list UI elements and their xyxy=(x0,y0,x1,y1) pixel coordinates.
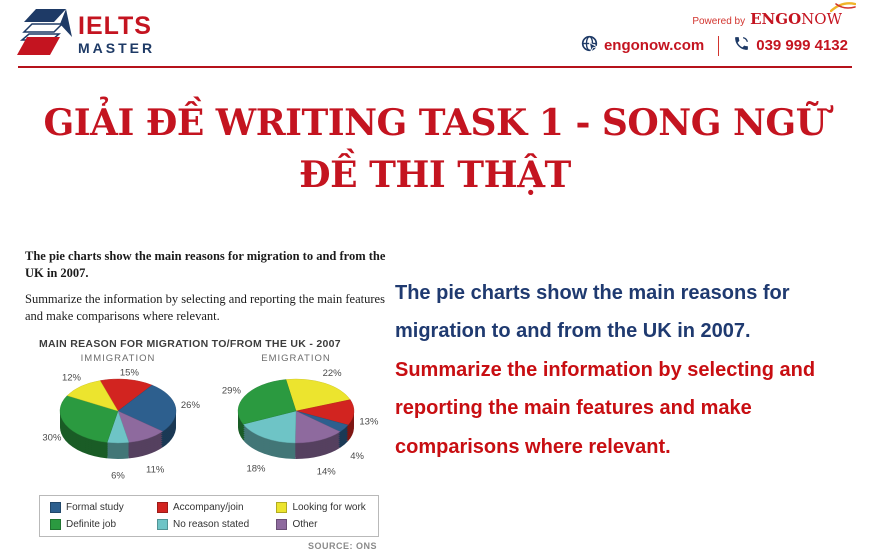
svg-text:30%: 30% xyxy=(42,432,62,443)
swoosh-icon xyxy=(829,1,857,19)
svg-text:6%: 6% xyxy=(111,470,125,481)
legend-item: Looking for work xyxy=(276,501,372,513)
logo-text: IELTS MASTER xyxy=(78,12,156,56)
contact-row: engonow.com 039 999 4132 xyxy=(581,35,848,56)
legend-swatch xyxy=(276,518,288,530)
svg-text:29%: 29% xyxy=(222,385,242,396)
svg-text:14%: 14% xyxy=(317,466,337,477)
legend-item: Formal study xyxy=(50,501,157,513)
page-title-line1: GIẢI ĐỀ WRITING TASK 1 - SONG NGỮ xyxy=(43,102,827,144)
translation-panel: The pie charts show the main reasons for… xyxy=(395,274,860,466)
pie-charts-row: IMMIGRATION 15% 26% 11% 6% 30% 12% EMIGRATION 22… xyxy=(29,353,387,494)
pie-svg: 22% 13% 4% 14% 18% 29% xyxy=(222,368,379,478)
website-text: engonow.com xyxy=(603,37,705,54)
exam-prompt-regular: Summarize the information by selecting a… xyxy=(25,291,385,323)
powered-by: Powered by ENGONOW xyxy=(692,2,857,28)
header: IELTS MASTER Powered by ENGONOW xyxy=(0,0,870,68)
legend-swatch xyxy=(276,501,288,513)
svg-text:4%: 4% xyxy=(350,451,364,462)
pie-svg: 15% 26% 11% 6% 30% 12% xyxy=(42,367,201,481)
legend-label: Definite job xyxy=(66,518,117,530)
page-title: GIẢI ĐỀ WRITING TASK 1 - SONG NGỮ ĐỀ THI… xyxy=(0,97,870,201)
svg-text:13%: 13% xyxy=(359,416,379,427)
svg-text:18%: 18% xyxy=(246,463,266,474)
phone-text: 039 999 4132 xyxy=(756,37,848,54)
phone-link[interactable]: 039 999 4132 xyxy=(733,35,848,56)
pie-label: EMIGRATION xyxy=(261,352,331,364)
legend-swatch xyxy=(50,518,61,530)
chart-source: SOURCE: ONS xyxy=(307,540,377,551)
phone-icon xyxy=(733,35,750,56)
chart-legend: Formal study Accompany/join Looking for wo… xyxy=(39,494,379,537)
legend-label: No reason stated xyxy=(173,518,250,530)
translation-blue-sentence: The pie charts show the main reasons for… xyxy=(395,282,790,343)
pie-label: IMMIGRATION xyxy=(80,352,156,364)
legend-swatch xyxy=(50,501,61,513)
immigration-pie-chart: IMMIGRATION 15% 26% 11% 6% 30% 12% xyxy=(29,353,207,494)
header-divider-line xyxy=(18,66,852,68)
engonow-brand: ENGONOW xyxy=(750,10,842,28)
legend-item: Other xyxy=(276,518,372,530)
logo-title: IELTS xyxy=(78,12,152,40)
ielts-master-logo[interactable]: IELTS MASTER xyxy=(16,7,155,62)
powered-by-label: Powered by xyxy=(692,16,746,27)
legend-label: Accompany/join xyxy=(173,501,244,513)
chart-title: MAIN REASON FOR MIGRATION TO/FROM THE UK… xyxy=(39,337,341,350)
svg-text:22%: 22% xyxy=(323,368,343,379)
translation-red-sentence: Summarize the information by selecting a… xyxy=(395,358,816,458)
globe-icon xyxy=(581,35,599,56)
page-title-line2: ĐỀ THI THẬT xyxy=(299,154,571,197)
website-link[interactable]: engonow.com xyxy=(581,35,704,56)
legend-label: Looking for work xyxy=(292,501,366,513)
legend-label: Formal study xyxy=(66,501,124,513)
svg-text:26%: 26% xyxy=(181,400,201,411)
svg-text:15%: 15% xyxy=(120,367,140,378)
header-right: Powered by ENGONOW engo xyxy=(581,2,857,56)
emigration-pie-chart: EMIGRATION 22% 13% 4% 14% 18% 29% xyxy=(207,353,385,494)
exam-prompt-bold: The pie charts show the main reasons for… xyxy=(25,249,386,280)
legend-swatch xyxy=(157,501,168,513)
legend-item: Accompany/join xyxy=(157,501,276,513)
legend-item: Definite job xyxy=(50,518,157,530)
contact-divider xyxy=(718,35,720,56)
logo-subtitle: MASTER xyxy=(78,40,156,56)
exam-task-panel: The pie charts show the main reasons for… xyxy=(25,248,387,551)
legend-label: Other xyxy=(292,518,318,530)
svg-text:11%: 11% xyxy=(146,464,165,475)
legend-item: No reason stated xyxy=(157,518,276,530)
svg-text:12%: 12% xyxy=(62,372,82,383)
legend-swatch xyxy=(157,518,168,530)
books-logo-icon xyxy=(16,7,74,62)
